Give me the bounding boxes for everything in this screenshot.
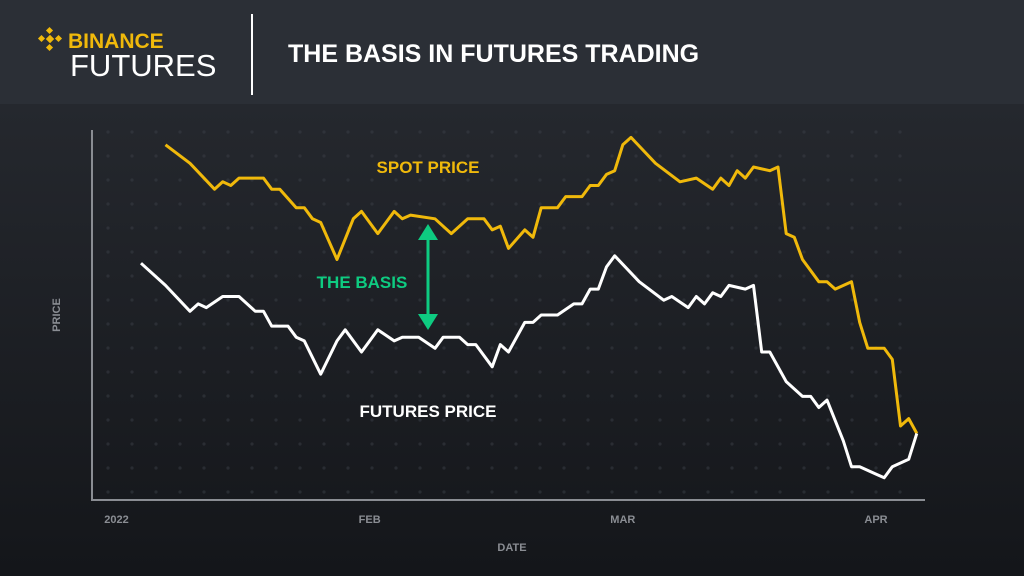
dot-pattern <box>100 120 920 500</box>
x-axis-label: DATE <box>497 542 526 554</box>
y-axis-label: PRICE <box>51 298 63 332</box>
series-line <box>164 135 919 435</box>
product: FUTURES <box>70 48 216 83</box>
header-bar <box>0 0 1024 104</box>
brand: BINANCE <box>68 30 164 53</box>
x-tick-label: APR <box>864 514 887 526</box>
basis-arrow <box>418 224 438 330</box>
basis-label: THE BASIS <box>317 273 408 292</box>
x-tick-label: MAR <box>610 514 635 526</box>
x-tick-label: 2022 <box>104 514 128 526</box>
page-title: THE BASIS IN FUTURES TRADING <box>288 40 699 68</box>
x-tick-label: FEB <box>359 514 381 526</box>
spot-label: SPOT PRICE <box>377 158 480 177</box>
series-line <box>139 254 919 480</box>
futures-label: FUTURES PRICE <box>360 402 497 421</box>
